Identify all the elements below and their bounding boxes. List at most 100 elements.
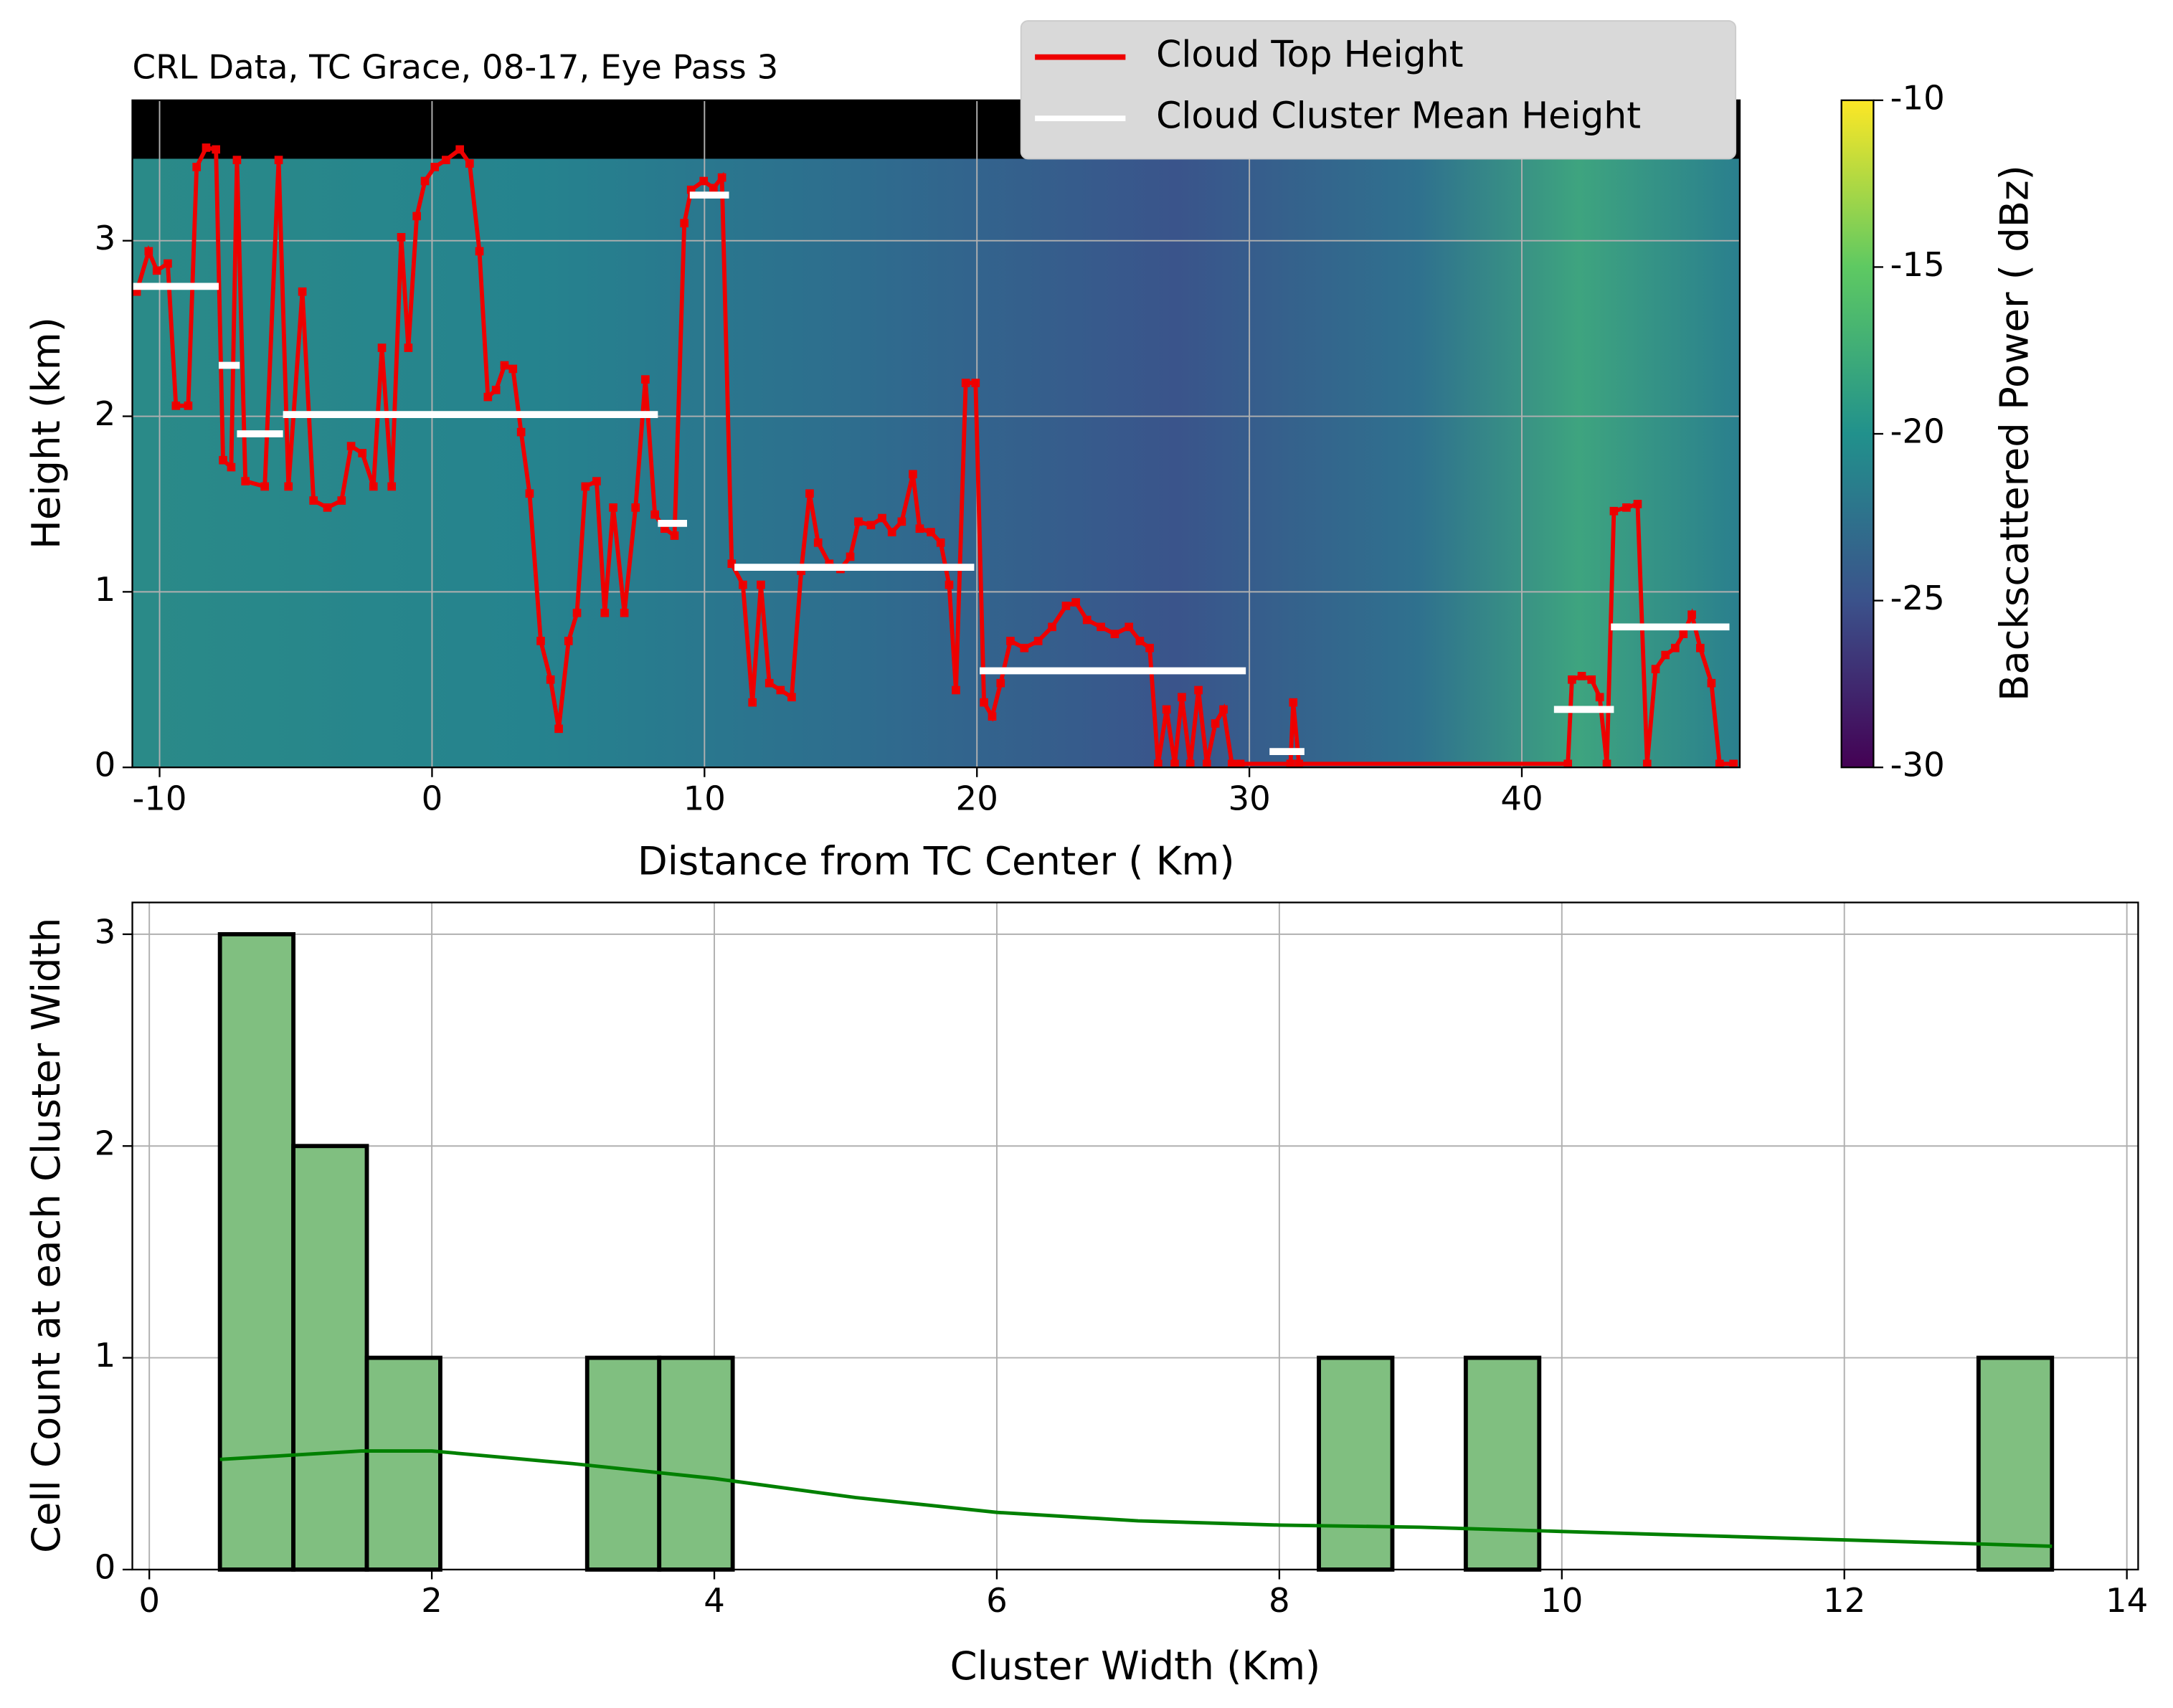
cloud-top-marker xyxy=(945,580,954,589)
histogram-bar xyxy=(291,1144,369,1572)
x-tick-label: 0 xyxy=(422,779,443,817)
cloud-top-marker xyxy=(846,552,855,561)
cloud-top-marker xyxy=(825,559,834,569)
cloud-top-marker xyxy=(1145,643,1154,653)
x-tick-label: 40 xyxy=(1500,779,1543,817)
cloud-top-marker xyxy=(1135,637,1145,645)
cloud-top-marker xyxy=(1563,759,1573,769)
cloud-top-marker xyxy=(212,145,220,154)
cloud-top-marker xyxy=(369,482,378,491)
y-tick-label: 2 xyxy=(95,394,116,433)
cloud-top-marker xyxy=(500,361,509,370)
x-tick-label: 14 xyxy=(2106,1581,2148,1620)
cloud-top-marker xyxy=(1661,650,1670,660)
cloud-top-marker xyxy=(1006,637,1015,645)
y-tick-label: 1 xyxy=(95,1336,116,1375)
chart-title: CRL Data, TC Grace, 08-17, Eye Pass 3 xyxy=(133,48,779,87)
histogram-bar xyxy=(1317,1355,1395,1572)
cloud-top-marker xyxy=(164,259,172,268)
cloud-top-marker xyxy=(232,156,242,164)
cloud-top-marker xyxy=(387,482,397,491)
cloud-top-marker xyxy=(260,482,270,491)
cloud-top-marker xyxy=(748,698,757,707)
cloud-top-marker xyxy=(641,375,650,384)
kde-line xyxy=(219,1449,2053,1548)
cloud-top-marker xyxy=(980,698,988,707)
cloud-top-marker xyxy=(1020,643,1029,653)
cloud-top-marker xyxy=(670,531,679,540)
cloud-top-marker xyxy=(1286,759,1295,769)
cloud-top-marker xyxy=(1203,759,1211,769)
cloud-top-marker xyxy=(508,364,518,374)
cloud-top-marker xyxy=(1227,759,1236,769)
legend-label: Cloud Cluster Mean Height xyxy=(1156,95,1641,137)
cloud-top-marker xyxy=(709,184,718,193)
colorbar-tick-label: -20 xyxy=(1890,412,1945,451)
cloud-top-marker xyxy=(909,470,917,479)
cloud-top-marker xyxy=(377,343,387,352)
cloud-top-marker xyxy=(996,678,1005,688)
x-tick-label: 12 xyxy=(1823,1581,1865,1620)
cloud-top-marker xyxy=(227,462,236,472)
y-tick-label: 1 xyxy=(95,570,116,609)
cloud-top-marker xyxy=(805,489,814,498)
cloud-top-marker xyxy=(1729,759,1738,769)
cloud-top-marker xyxy=(854,517,863,526)
cloud-top-marker xyxy=(192,163,202,171)
cloud-top-marker xyxy=(412,212,421,221)
y-tick-label: 3 xyxy=(95,219,116,257)
histogram-bar xyxy=(217,931,295,1572)
cloud-top-marker xyxy=(699,176,709,186)
cloud-top-marker xyxy=(1236,759,1245,769)
cloud-top-marker xyxy=(152,266,161,275)
colorbar-label: Backscattered Power ( dBz) xyxy=(1992,165,2037,701)
cloud-top-marker xyxy=(739,580,747,589)
cloud-top-marker xyxy=(988,712,997,721)
cloud-top-marker xyxy=(358,449,367,457)
cloud-top-marker xyxy=(961,379,970,387)
cloud-top-marker xyxy=(184,402,193,410)
cloud-top-marker xyxy=(564,637,573,645)
cloud-top-marker xyxy=(491,385,501,394)
y-tick-label: 0 xyxy=(95,1547,116,1586)
cloud-top-marker xyxy=(241,477,250,485)
x-tick-label: 4 xyxy=(704,1581,725,1620)
cloud-top-marker xyxy=(1577,672,1586,680)
cloud-top-marker xyxy=(554,724,563,734)
cloud-top-marker xyxy=(1125,622,1134,632)
cloud-top-marker xyxy=(465,159,474,168)
cloud-top-marker xyxy=(581,482,590,491)
colorbar-tick-label: -15 xyxy=(1890,245,1945,284)
x-tick-label: 10 xyxy=(683,779,726,817)
cloud-top-marker xyxy=(536,637,545,645)
cloud-top-marker xyxy=(1609,506,1619,516)
cloud-top-marker xyxy=(878,513,886,523)
cloud-top-marker xyxy=(219,455,227,465)
cloud-top-marker xyxy=(1671,643,1680,653)
cloud-top-marker xyxy=(1696,643,1705,653)
cloud-top-marker xyxy=(1110,630,1119,638)
histogram-bar xyxy=(657,1355,735,1572)
histogram-bar xyxy=(584,1355,662,1572)
cloud-top-marker xyxy=(1294,759,1304,769)
y-axis-label: Height (km) xyxy=(24,317,69,549)
cloud-top-marker xyxy=(776,685,785,695)
cloud-top-marker xyxy=(787,693,796,702)
cloud-top-marker xyxy=(1568,675,1576,684)
cloud-top-marker xyxy=(309,496,318,505)
cloud-top-marker xyxy=(420,176,430,186)
axes-frame xyxy=(131,99,1741,769)
cloud-top-marker xyxy=(546,675,555,684)
cloud-top-marker xyxy=(1162,705,1171,714)
cloud-top-marker xyxy=(1622,503,1631,512)
cloud-top-marker xyxy=(1587,675,1596,684)
x-tick-label: 0 xyxy=(138,1581,160,1620)
cloud-top-marker xyxy=(525,489,534,498)
x-tick-label: 10 xyxy=(1540,1581,1583,1620)
y-tick-label: 2 xyxy=(95,1124,116,1163)
cloud-top-marker xyxy=(727,559,737,569)
x-tick-label: 30 xyxy=(1228,779,1270,817)
cloud-top-marker xyxy=(1061,602,1071,610)
cloud-top-marker xyxy=(620,608,629,617)
colorbar-tick-label: -10 xyxy=(1890,78,1945,117)
